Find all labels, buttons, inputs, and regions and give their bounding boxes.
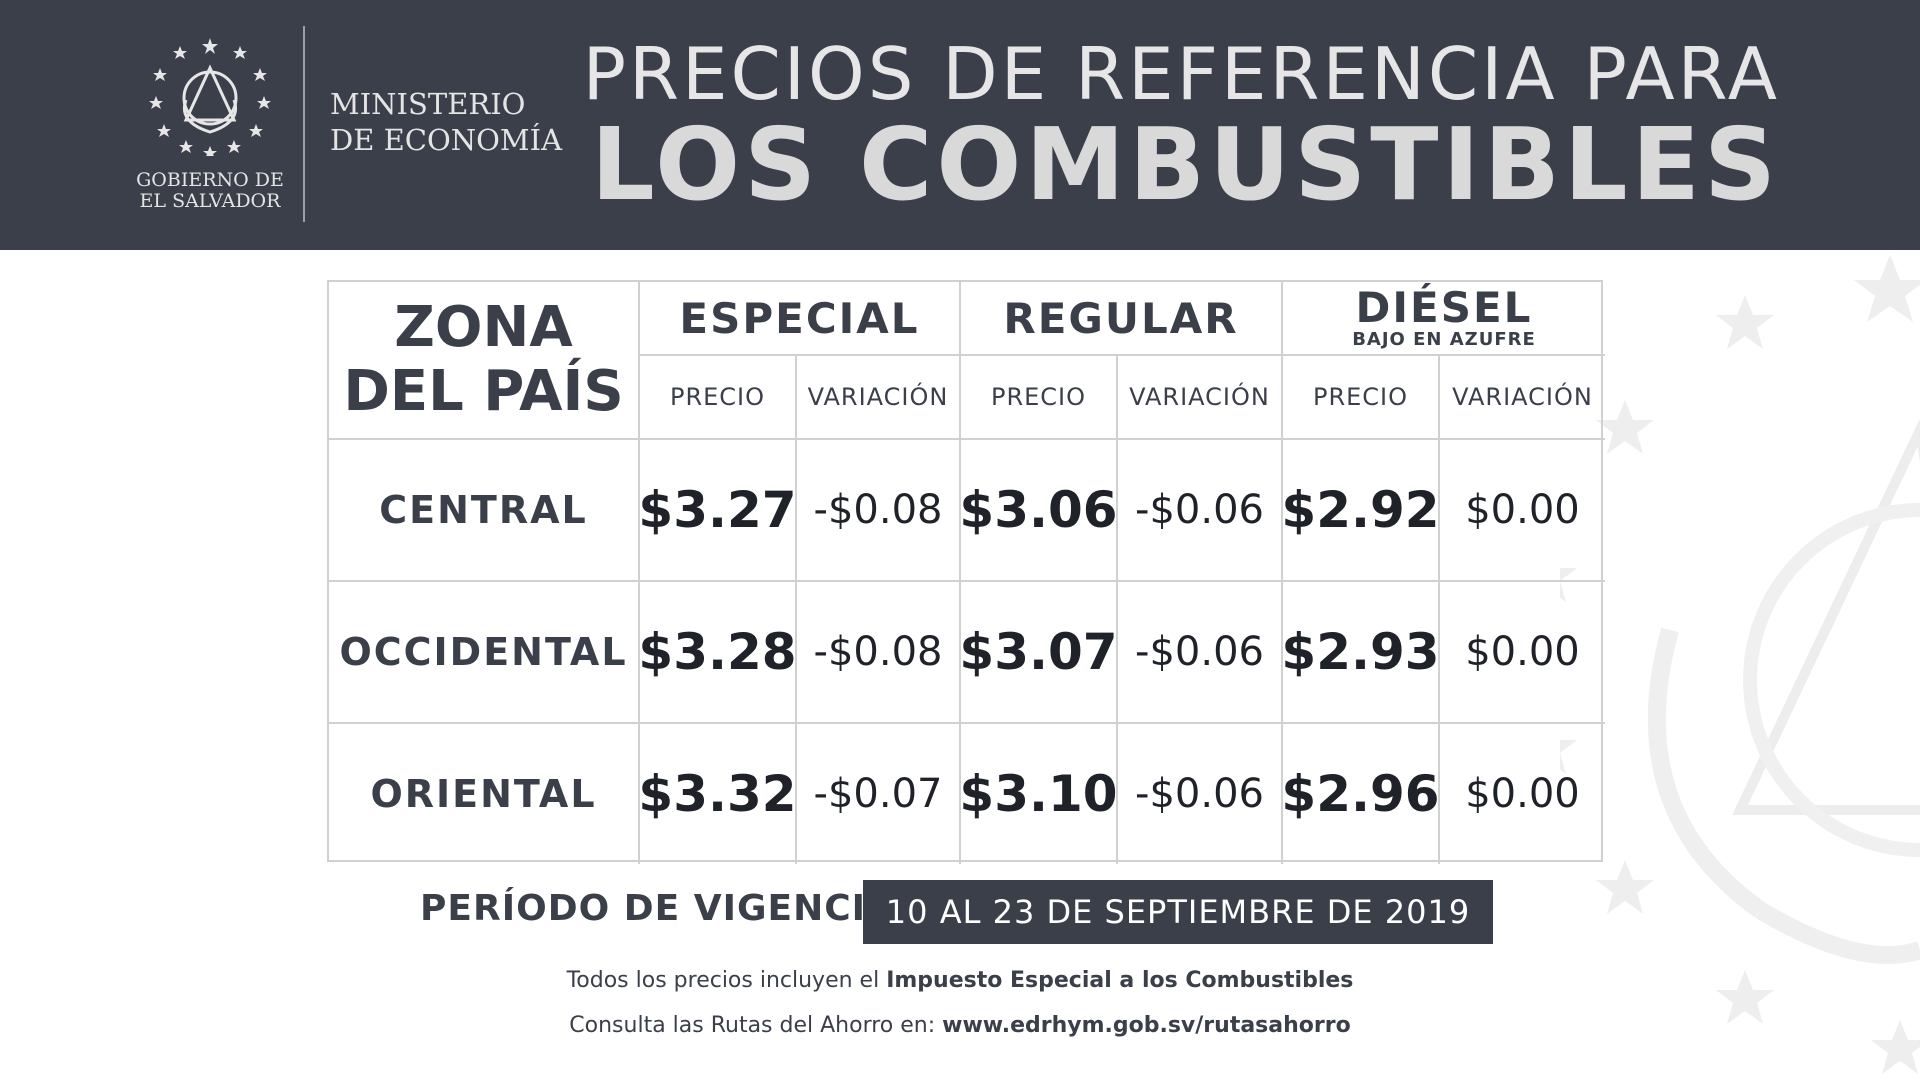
fuel-header-diesel: DIÉSEL BAJO EN AZUFRE: [1283, 282, 1605, 356]
periodo-label: PERÍODO DE VIGENCIA:: [420, 888, 911, 929]
price-cell: $3.28: [638, 582, 797, 724]
zone-header: ZONA DEL PAÍS: [329, 282, 640, 440]
variation-cell: $0.00: [1440, 440, 1605, 582]
col-variacion-diesel: VARIACIÓN: [1440, 356, 1605, 440]
variation-cell: -$0.08: [797, 440, 961, 582]
fuel-price-table: ZONA DEL PAÍS ESPECIAL REGULAR DIÉSEL BA…: [327, 280, 1605, 864]
variation-cell: -$0.06: [1118, 582, 1283, 724]
website-note: Consulta las Rutas del Ahorro en: www.ed…: [569, 1013, 1351, 1038]
fuel-header-regular: REGULAR: [961, 282, 1283, 356]
variation-cell: -$0.06: [1118, 440, 1283, 582]
col-precio-especial: PRECIO: [640, 356, 797, 440]
header-divider: [303, 26, 305, 222]
ministry-label: MINISTERIO DE ECONOMÍA: [330, 87, 563, 157]
zone-occidental: OCCIDENTAL: [329, 582, 640, 724]
tax-note: Todos los precios incluyen el Impuesto E…: [566, 968, 1354, 993]
coat-of-arms-icon: [149, 38, 271, 156]
header-banner: GOBIERNO DE EL SALVADOR MINISTERIO DE EC…: [0, 0, 1920, 250]
price-cell: $3.10: [959, 724, 1118, 864]
variation-cell: -$0.07: [797, 724, 961, 864]
col-precio-regular: PRECIO: [961, 356, 1118, 440]
price-cell: $2.96: [1281, 724, 1440, 864]
variation-cell: -$0.08: [797, 582, 961, 724]
price-cell: $3.32: [638, 724, 797, 864]
fuel-subtitle-diesel: BAJO EN AZUFRE: [1352, 329, 1536, 350]
price-cell: $2.92: [1281, 440, 1440, 582]
periodo-value-badge: 10 AL 23 DE SEPTIEMBRE DE 2019: [863, 880, 1493, 944]
price-cell: $3.07: [959, 582, 1118, 724]
fuel-header-especial: ESPECIAL: [640, 282, 961, 356]
title-line-2: LOS COMBUSTIBLES: [590, 106, 1780, 223]
price-cell: $3.27: [638, 440, 797, 582]
col-variacion-especial: VARIACIÓN: [797, 356, 961, 440]
title-line-1: PRECIOS DE REFERENCIA PARA: [582, 32, 1780, 116]
price-cell: $2.93: [1281, 582, 1440, 724]
variation-cell: $0.00: [1465, 771, 1580, 817]
col-variacion-regular: VARIACIÓN: [1118, 356, 1283, 440]
zone-oriental: ORIENTAL: [329, 724, 640, 864]
website-link[interactable]: www.edrhym.gob.sv/rutasahorro: [942, 1013, 1351, 1038]
government-label: GOBIERNO DE EL SALVADOR: [136, 169, 284, 212]
decorative-seal-watermark: [1560, 255, 1920, 1074]
col-precio-diesel: PRECIO: [1283, 356, 1440, 440]
variation-cell: $0.00: [1440, 582, 1605, 724]
zone-central: CENTRAL: [329, 440, 640, 582]
variation-cell: -$0.06: [1118, 724, 1283, 864]
price-cell: $3.06: [959, 440, 1118, 582]
